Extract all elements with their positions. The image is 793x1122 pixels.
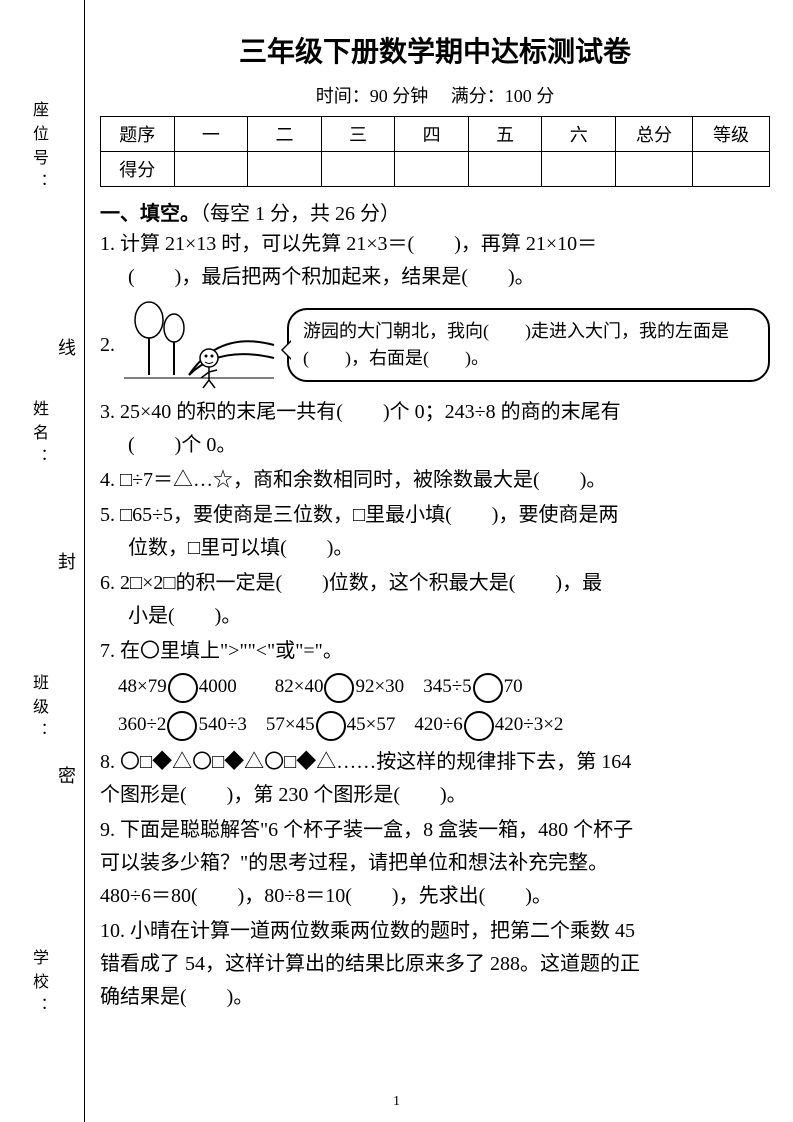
th-6: 六: [542, 117, 616, 152]
q4: 4. □÷7＝△…☆，商和余数相同时，被除数最大是( )。: [100, 464, 770, 497]
q1-line1: 1. 计算 21×13 时，可以先算 21×3＝( )，再算 21×10＝: [100, 228, 770, 261]
th-1: 一: [174, 117, 248, 152]
full-text: 满分：100 分: [451, 86, 555, 106]
page-title: 三年级下册数学期中达标测试卷: [100, 30, 770, 70]
q2: 2. 游园的大门朝北，我向( )走进入大门，我的左面是( )，右面是( )。: [100, 300, 770, 390]
label-class: 班级：: [26, 674, 50, 746]
content-area: 三年级下册数学期中达标测试卷 时间：90 分钟 满分：100 分 题序 一 二 …: [100, 30, 770, 1014]
q5-line2: 位数，□里可以填( )。: [100, 532, 770, 565]
c1e: 345÷5: [423, 676, 471, 697]
section-1-points: （每空 1 分，共 26 分）: [200, 203, 400, 225]
th-3: 三: [321, 117, 395, 152]
q10-line2: 错看成了 54，这样计算出的结果比原来多了 288。这道题的正: [100, 948, 770, 981]
q3-line2: ( )个 0。: [100, 429, 770, 462]
q8: 8. 〇□◆△〇□◆△〇□◆△……按这样的规律排下去，第 164 个图形是( )…: [100, 746, 770, 812]
circle-blank[interactable]: [324, 673, 354, 703]
seal-chars: 线 封 密: [56, 0, 76, 1122]
section-1-header: 一、填空。（每空 1 分，共 26 分）: [100, 197, 770, 226]
c2f: 420÷3×2: [495, 714, 564, 735]
score-cell[interactable]: [321, 152, 395, 187]
th-2: 二: [248, 117, 322, 152]
c2a: 360÷2: [118, 714, 166, 735]
table-header-row: 题序 一 二 三 四 五 六 总分 等级: [101, 117, 770, 152]
c2d: 45×57: [347, 714, 396, 735]
q7-head: 7. 在〇里填上">""<"或"="。: [100, 635, 770, 668]
q1-line2: ( )，最后把两个积加起来，结果是( )。: [100, 261, 770, 294]
q1: 1. 计算 21×13 时，可以先算 21×3＝( )，再算 21×10＝ ( …: [100, 228, 770, 294]
q6: 6. 2□×2□的积一定是( )位数，这个积最大是( )，最 小是( )。: [100, 567, 770, 633]
score-cell[interactable]: [468, 152, 542, 187]
c2b: 540÷3: [198, 714, 246, 735]
c2e: 420÷6: [414, 714, 462, 735]
score-cell[interactable]: [692, 152, 769, 187]
score-cell[interactable]: [395, 152, 469, 187]
q2-bubble: 游园的大门朝北，我向( )走进入大门，我的左面是( )，右面是( )。: [287, 308, 770, 382]
q9-line1: 9. 下面是聪聪解答"6 个杯子装一盒，8 盒装一箱，480 个杯子: [100, 814, 770, 847]
th-0: 题序: [101, 117, 175, 152]
circle-blank[interactable]: [167, 711, 197, 741]
circle-blank[interactable]: [316, 711, 346, 741]
q8-line2: 个图形是( )，第 230 个图形是( )。: [100, 779, 770, 812]
score-table: 题序 一 二 三 四 五 六 总分 等级 得分: [100, 116, 770, 187]
c2c: 57×45: [266, 714, 315, 735]
q7-row1: 48×79 4000 82×40 92×30 345÷5 70: [100, 668, 770, 706]
q9-line3: 480÷6＝80( )，80÷8＝10( )，先求出( )。: [100, 880, 770, 913]
label-seat: 座位号：: [26, 101, 50, 197]
page-number: 1: [393, 1094, 400, 1110]
score-cell[interactable]: [542, 152, 616, 187]
row-label: 得分: [101, 152, 175, 187]
th-7: 总分: [616, 117, 693, 152]
score-cell[interactable]: [616, 152, 693, 187]
circle-blank[interactable]: [168, 673, 198, 703]
q6-line1: 6. 2□×2□的积一定是( )位数，这个积最大是( )，最: [100, 567, 770, 600]
label-name: 姓名：: [26, 400, 50, 472]
score-cell[interactable]: [248, 152, 322, 187]
th-5: 五: [468, 117, 542, 152]
c1c: 82×40: [275, 676, 324, 697]
q5-line1: 5. □65÷5，要使商是三位数，□里最小填( )，要使商是两: [100, 499, 770, 532]
q10-line1: 10. 小晴在计算一道两位数乘两位数的题时，把第二个乘数 45: [100, 915, 770, 948]
q3-line1: 3. 25×40 的积的末尾一共有( )个 0；243÷8 的商的末尾有: [100, 396, 770, 429]
table-score-row: 得分: [101, 152, 770, 187]
label-school: 学校：: [26, 949, 50, 1021]
subtitle: 时间：90 分钟 满分：100 分: [100, 82, 770, 108]
c1b: 4000: [199, 676, 237, 697]
section-1-title: 一、填空。: [100, 203, 200, 225]
th-4: 四: [395, 117, 469, 152]
q5: 5. □65÷5，要使商是三位数，□里最小填( )，要使商是两 位数，□里可以填…: [100, 499, 770, 565]
c1f: 70: [504, 676, 523, 697]
seal-xian: 线: [53, 334, 79, 360]
q8-line1: 8. 〇□◆△〇□◆△〇□◆△……按这样的规律排下去，第 164: [100, 746, 770, 779]
c1d: 92×30: [355, 676, 404, 697]
q7-row2: 360÷2 540÷3 57×45 45×57 420÷6 420÷3×2: [100, 706, 770, 744]
seal-mi: 密: [53, 762, 79, 788]
q7: 7. 在〇里填上">""<"或"="。 48×79 4000 82×40 92×30…: [100, 635, 770, 744]
circle-blank[interactable]: [473, 673, 503, 703]
q9-line2: 可以装多少箱？"的思考过程，请把单位和想法补充完整。: [100, 847, 770, 880]
q9: 9. 下面是聪聪解答"6 个杯子装一盒，8 盒装一箱，480 个杯子 可以装多少…: [100, 814, 770, 913]
score-cell[interactable]: [174, 152, 248, 187]
q2-num: 2.: [100, 334, 115, 357]
circle-blank[interactable]: [464, 711, 494, 741]
q3: 3. 25×40 的积的末尾一共有( )个 0；243÷8 的商的末尾有 ( )…: [100, 396, 770, 462]
th-8: 等级: [692, 117, 769, 152]
q10: 10. 小晴在计算一道两位数乘两位数的题时，把第二个乘数 45 错看成了 54，…: [100, 915, 770, 1014]
seal-feng: 封: [53, 548, 79, 574]
q2-illustration: [119, 300, 279, 390]
time-text: 时间：90 分钟: [316, 86, 429, 106]
c1a: 48×79: [118, 676, 167, 697]
q6-line2: 小是( )。: [100, 600, 770, 633]
q10-line3: 确结果是( )。: [100, 981, 770, 1014]
